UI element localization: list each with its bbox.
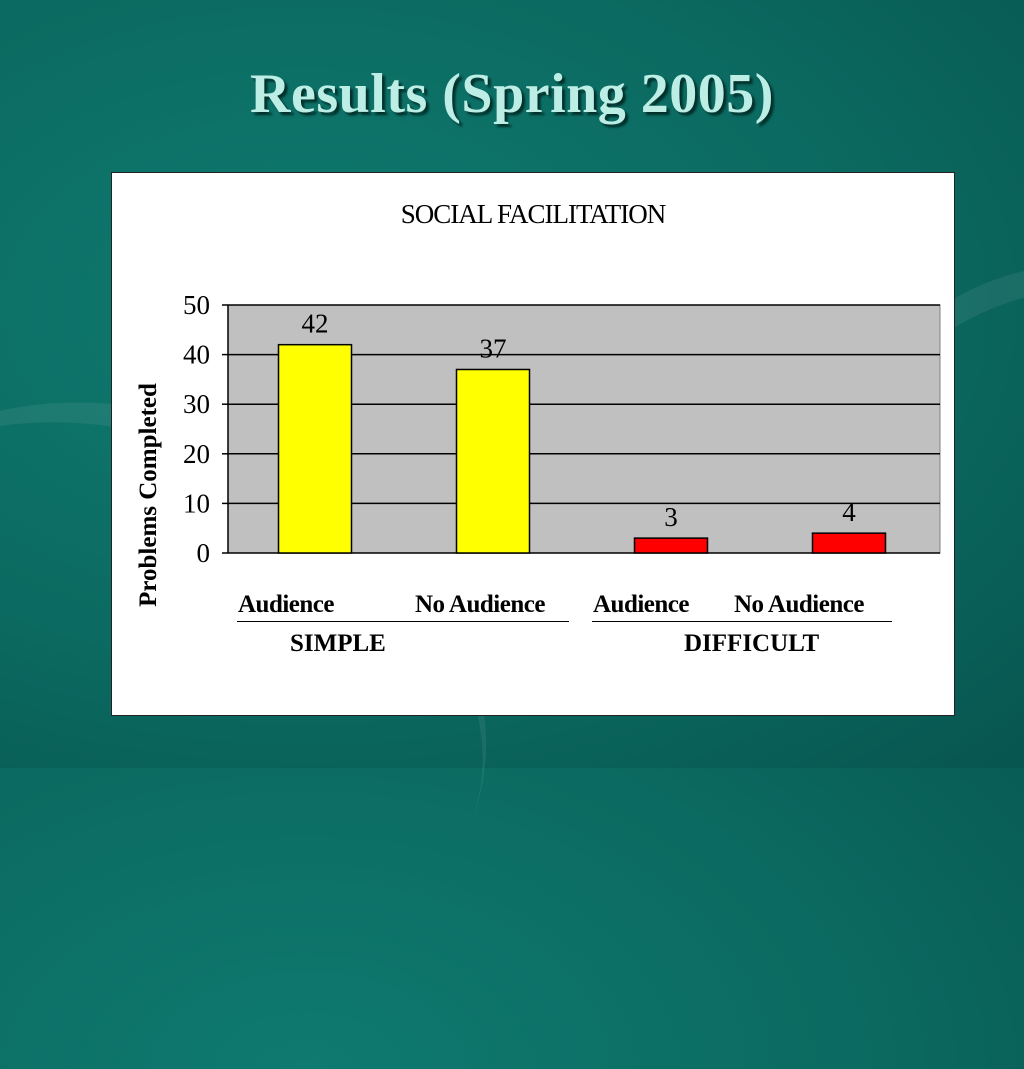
y-tick-label: 0 <box>197 538 211 568</box>
bar <box>633 537 709 554</box>
chart-container: SOCIAL FACILITATION Problems Completed 0… <box>111 172 955 716</box>
x-category-label: Audience <box>238 591 335 618</box>
bar <box>811 532 887 554</box>
data-label: 4 <box>842 497 856 527</box>
y-tick-label: 40 <box>183 340 210 370</box>
bar <box>277 343 353 554</box>
y-tick-label: 20 <box>183 439 210 469</box>
chart-plot: 0 10 20 30 40 50 42 37 3 4 <box>183 290 941 568</box>
data-label: 3 <box>664 502 678 532</box>
data-label: 37 <box>480 333 507 363</box>
x-category-label: Audience <box>593 591 690 618</box>
x-group-label: DIFFICULT <box>684 630 820 657</box>
x-group-label: SIMPLE <box>290 630 386 657</box>
slide-title: Results (Spring 2005) <box>250 63 774 125</box>
x-category-label: No Audience <box>734 591 864 618</box>
y-tick-label: 30 <box>183 389 210 419</box>
bar <box>455 368 531 554</box>
group-underline <box>237 621 569 622</box>
x-category-label: No Audience <box>415 591 545 618</box>
chart-title: SOCIAL FACILITATION <box>400 199 667 229</box>
group-underline <box>592 621 892 622</box>
y-tick-label: 50 <box>183 290 210 320</box>
y-tick-label: 10 <box>183 488 210 518</box>
data-label: 42 <box>302 309 329 339</box>
